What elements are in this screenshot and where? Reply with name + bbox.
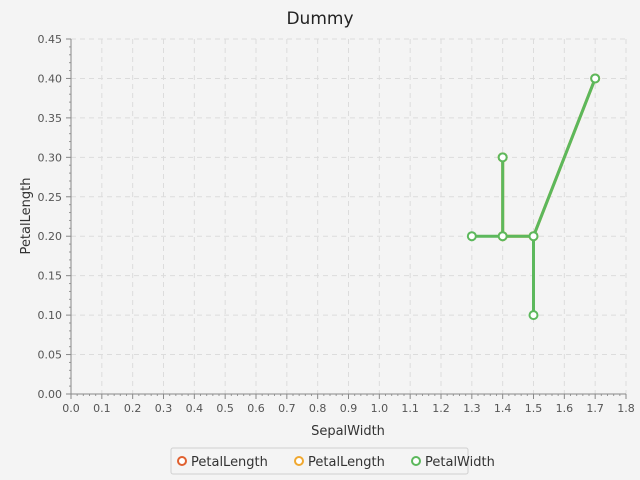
x-tick-label: 0.3 xyxy=(155,402,173,415)
x-tick-label: 1.1 xyxy=(401,402,419,415)
y-tick-label: 0.35 xyxy=(38,112,63,125)
y-tick-label: 0.05 xyxy=(38,349,63,362)
axes: 0.0 0.1 0.2 0.3 0.4 0.5 0.6 0.7 0.8 0.9 1.0 1.1 1.2 1… xyxy=(38,33,635,415)
x-tick-label: 0.1 xyxy=(93,402,111,415)
y-tick-label: 0.10 xyxy=(38,309,63,322)
legend-label: PetalWidth xyxy=(425,455,495,470)
data-point xyxy=(590,73,601,84)
legend-label: PetalLength xyxy=(308,455,385,470)
x-tick-label: 0.2 xyxy=(124,402,142,415)
legend: PetalLength PetalLength PetalWidth xyxy=(170,447,495,475)
legend-marker xyxy=(411,456,421,466)
x-tick-label: 0.7 xyxy=(278,402,296,415)
x-tick-label: 1.5 xyxy=(525,402,543,415)
x-tick-label: 0.0 xyxy=(62,402,80,415)
legend-marker xyxy=(294,456,304,466)
data-point xyxy=(528,310,539,321)
series-line xyxy=(471,77,597,317)
series-layer xyxy=(466,73,601,321)
x-tick-label: 1.2 xyxy=(432,402,450,415)
x-tick-label: 0.9 xyxy=(340,402,358,415)
x-tick-label: 1.7 xyxy=(586,402,604,415)
x-tick-label: 1.0 xyxy=(371,402,389,415)
x-axis-label: SepalWidth xyxy=(311,424,385,439)
y-tick-label: 0.00 xyxy=(38,388,63,401)
y-tick-label: 0.40 xyxy=(38,72,63,85)
data-point xyxy=(497,152,508,163)
y-tick-label: 0.15 xyxy=(38,270,63,283)
legend-marker xyxy=(177,456,187,466)
y-tick-label: 0.30 xyxy=(38,151,63,164)
data-point xyxy=(497,231,508,242)
legend-label: PetalLength xyxy=(191,455,268,470)
data-point xyxy=(466,231,477,242)
chart-title: Dummy xyxy=(286,9,353,29)
series-2 xyxy=(466,73,601,321)
data-point xyxy=(528,231,539,242)
y-tick-label: 0.25 xyxy=(38,191,63,204)
x-tick-label: 0.5 xyxy=(216,402,234,415)
x-tick-label: 1.4 xyxy=(494,402,512,415)
y-axis-label: PetalLength xyxy=(19,178,34,255)
x-tick-label: 1.6 xyxy=(556,402,574,415)
plot-area xyxy=(71,39,626,394)
x-tick-label: 0.4 xyxy=(186,402,204,415)
y-tick-label: 0.45 xyxy=(38,33,63,46)
legend-box xyxy=(170,447,469,475)
x-tick-label: 0.8 xyxy=(309,402,327,415)
plot-background xyxy=(71,39,626,394)
y-tick-label: 0.20 xyxy=(38,230,63,243)
x-tick-label: 1.3 xyxy=(463,402,481,415)
x-tick-label: 0.6 xyxy=(247,402,265,415)
x-tick-label: 1.8 xyxy=(617,402,635,415)
